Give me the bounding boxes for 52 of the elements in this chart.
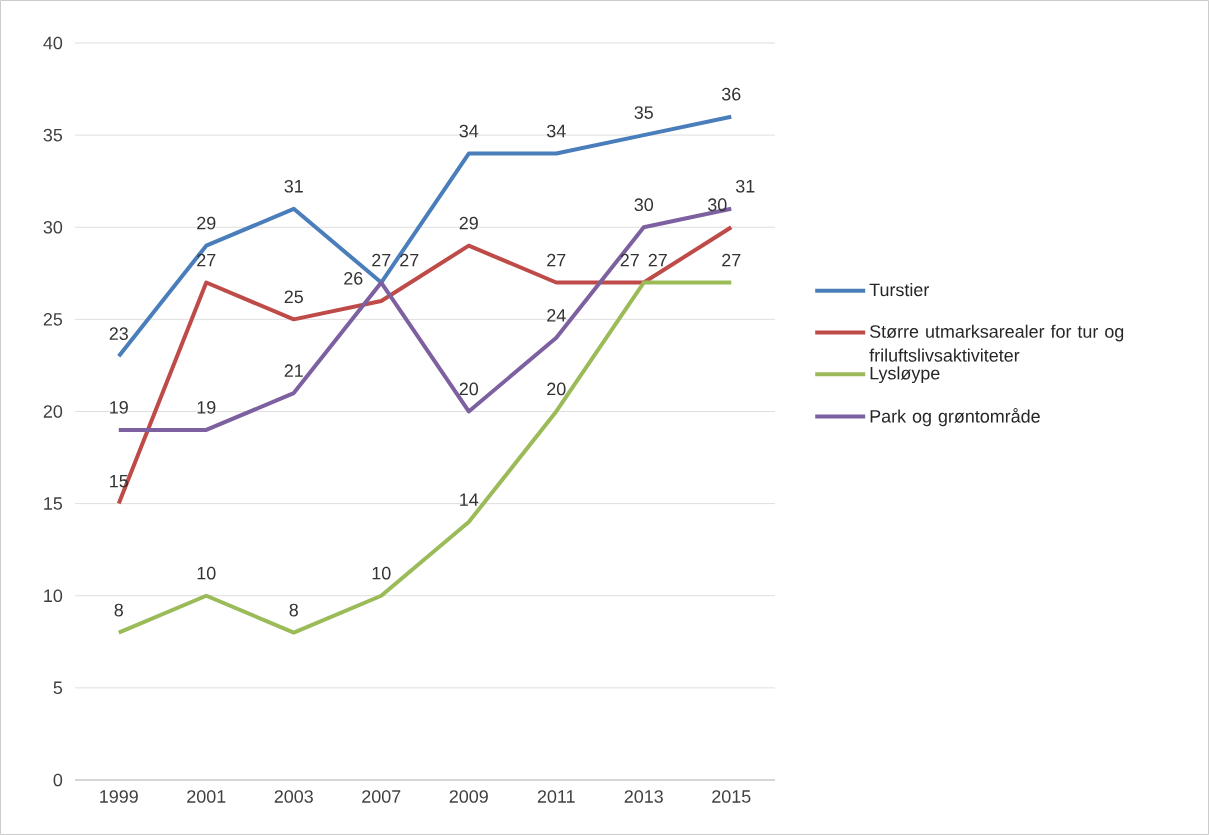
data-label: 27 bbox=[620, 253, 639, 267]
x-tick-label: 2011 bbox=[537, 790, 575, 803]
x-tick-label: 2001 bbox=[187, 790, 226, 803]
data-label: 30 bbox=[707, 198, 727, 212]
y-tick-label: 25 bbox=[43, 313, 63, 326]
y-tick-label: 35 bbox=[43, 128, 63, 142]
data-label: 10 bbox=[372, 566, 391, 580]
data-label: 21 bbox=[284, 364, 303, 377]
legend-label: Turstier bbox=[869, 283, 930, 297]
y-tick-label: 20 bbox=[43, 405, 63, 418]
data-label: 36 bbox=[721, 87, 741, 101]
x-tick-label: 2007 bbox=[362, 790, 401, 803]
data-label: 31 bbox=[735, 179, 755, 193]
data-label: 27 bbox=[648, 253, 667, 267]
legend-label: Park og grøntområde bbox=[870, 408, 1040, 427]
data-label: 34 bbox=[459, 124, 479, 138]
x-tick-label: 1999 bbox=[100, 790, 138, 803]
y-tick-label: 30 bbox=[43, 220, 63, 234]
data-label: 27 bbox=[197, 253, 216, 267]
data-label: 19 bbox=[197, 401, 216, 414]
x-tick-label: 2015 bbox=[712, 790, 751, 803]
data-label: 8 bbox=[289, 603, 298, 617]
data-label: 20 bbox=[459, 382, 479, 396]
data-label: 24 bbox=[547, 309, 566, 322]
data-label: 27 bbox=[722, 253, 741, 267]
y-tick-label: 5 bbox=[53, 681, 63, 695]
data-label: 23 bbox=[109, 327, 128, 341]
data-label: 27 bbox=[400, 253, 419, 267]
data-label: 19 bbox=[110, 401, 128, 414]
data-label: 31 bbox=[284, 179, 303, 193]
data-label: 34 bbox=[546, 124, 566, 138]
data-label: 27 bbox=[372, 253, 391, 267]
data-label: 29 bbox=[197, 216, 216, 230]
y-tick-label: 0 bbox=[53, 773, 63, 787]
data-label: 8 bbox=[114, 603, 123, 617]
y-tick-label: 40 bbox=[43, 36, 63, 50]
x-tick-label: 2013 bbox=[624, 790, 663, 803]
data-label: 35 bbox=[634, 106, 653, 119]
x-tick-label: 2003 bbox=[274, 790, 313, 803]
legend-label: Lysløype bbox=[870, 366, 940, 384]
x-tick-label: 2009 bbox=[449, 790, 488, 803]
y-tick-label: 10 bbox=[44, 589, 63, 603]
data-label: 10 bbox=[197, 566, 216, 580]
legend-label: Større utmarksarealer for tur og friluftslivsaktiviteter bbox=[869, 324, 1124, 362]
y-tick-label: 15 bbox=[44, 497, 63, 510]
data-label: 27 bbox=[547, 253, 566, 267]
data-label: 14 bbox=[460, 493, 479, 506]
data-label: 30 bbox=[634, 198, 654, 212]
data-label: 25 bbox=[284, 290, 303, 304]
data-label: 26 bbox=[344, 272, 363, 285]
data-label: 20 bbox=[547, 382, 566, 396]
data-label: 29 bbox=[459, 216, 478, 230]
